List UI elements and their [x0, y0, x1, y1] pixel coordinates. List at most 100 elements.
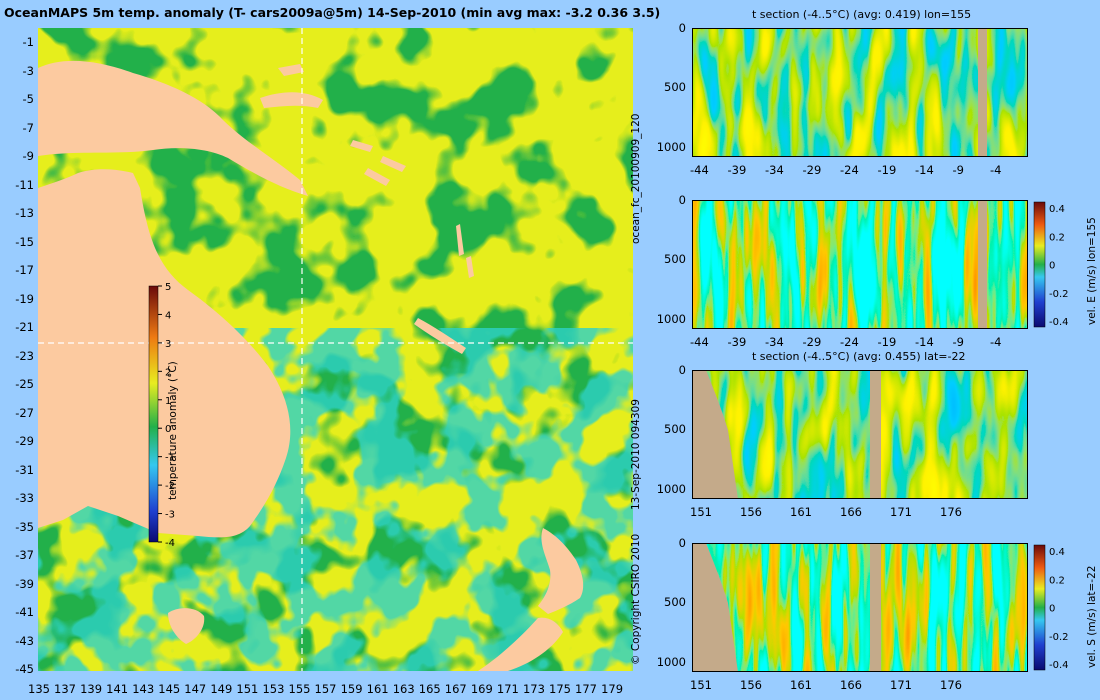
- latitude-label: -9: [22, 149, 34, 163]
- temperature-anomaly-map[interactable]: 5 4 3 2 1 0 -1 -2 -3 -4 temperature anomaly (°C): [38, 28, 633, 671]
- velocity-colorbar-label: vel. E (m/s) lon=155: [1086, 217, 1098, 325]
- land-mask: [978, 28, 987, 157]
- latitude-label: -43: [15, 633, 34, 648]
- new-zealand-north-island: [538, 528, 584, 614]
- longitude-label: 161: [366, 682, 389, 696]
- velocity-colorbar-tick-label: -0.2: [1049, 632, 1069, 643]
- latitude-label: -7: [22, 120, 34, 135]
- velocity-colorbar-tick-label: -0.4: [1049, 660, 1069, 671]
- copyright-label: © Copyright CSIRO 2010: [630, 533, 642, 665]
- longitude-label: 163: [392, 682, 415, 696]
- latitude-label: -33: [15, 491, 34, 505]
- latitude-label: -29: [15, 434, 34, 448]
- land-mask: [870, 543, 881, 672]
- longitude-label: 149: [210, 682, 233, 696]
- new-ireland: [278, 64, 304, 76]
- depth-tick-label: 500: [664, 422, 686, 437]
- vanuatu: [456, 224, 474, 278]
- latitude-label: -27: [15, 405, 34, 420]
- velocity-colorbar-tick-label: 0.2: [1049, 575, 1065, 586]
- x-tick-label: -29: [802, 163, 822, 177]
- depth-tick-label: 0: [678, 21, 686, 35]
- tasmania: [168, 608, 205, 644]
- x-tick-label: -29: [802, 335, 822, 349]
- map-colorbar-tick-label: 4: [165, 310, 171, 321]
- depth-tick-label: 0: [678, 193, 686, 207]
- map-colorbar-tick-label: 1: [165, 396, 171, 407]
- x-tick-label: -44: [690, 163, 709, 177]
- latitude-label: -23: [15, 348, 34, 363]
- x-tick-label: 171: [890, 505, 912, 519]
- section-plot[interactable]: [692, 370, 1028, 499]
- latitude-label: -19: [15, 291, 34, 306]
- x-tick-label: -4: [990, 163, 1002, 177]
- longitude-label: 173: [522, 682, 545, 696]
- velocity-colorbar: 0.4 0.2 0 -0.2 -0.4: [1033, 544, 1069, 671]
- longitude-label: 167: [444, 682, 467, 696]
- velocity-colorbar-tick-label: 0: [1049, 604, 1055, 615]
- map-colorbar: [148, 285, 159, 543]
- x-tick-label: 161: [790, 505, 812, 519]
- map-colorbar-tick-label: -4: [165, 538, 175, 549]
- x-tick-label: -24: [840, 335, 859, 349]
- new-britain: [260, 92, 323, 108]
- latitude-label: -15: [15, 234, 34, 249]
- land-mask: [692, 370, 738, 499]
- longitude-label: 177: [575, 682, 597, 696]
- map-colorbar-tick-label: -3: [165, 510, 175, 521]
- section-frame: [692, 28, 1028, 157]
- x-tick-label: -34: [765, 163, 784, 177]
- run-timestamp-label: 13-Sep-2010 094309: [630, 399, 642, 510]
- section-frame: [692, 200, 1028, 329]
- velocity-colorbar-tick-label: 0.4: [1049, 547, 1065, 558]
- new-caledonia: [414, 318, 466, 354]
- depth-tick-label: 0: [678, 363, 686, 377]
- new-guinea: [38, 60, 308, 196]
- section-plot[interactable]: [692, 28, 1028, 157]
- x-tick-label: -34: [765, 335, 784, 349]
- x-tick-label: -9: [952, 335, 964, 349]
- latitude-label: -17: [15, 263, 34, 277]
- section-title: t section (-4..5°C) (avg: 0.419) lon=155: [752, 8, 972, 21]
- x-tick-label: -24: [840, 163, 859, 177]
- section-plot[interactable]: [692, 543, 1028, 672]
- longitude-label: 165: [418, 682, 441, 696]
- longitude-label: 169: [470, 682, 493, 696]
- latitude-label: -5: [22, 92, 34, 106]
- map-colorbar-tick-label: 2: [165, 367, 171, 378]
- x-tick-label: -14: [915, 163, 934, 177]
- x-tick-label: -19: [877, 335, 897, 349]
- land-mask: [692, 543, 738, 672]
- land-mask: [978, 200, 987, 329]
- longitude-label: 153: [262, 682, 285, 696]
- section-field: [692, 200, 1028, 329]
- depth-tick-label: 1000: [656, 481, 686, 496]
- new-zealand-south-island: [478, 617, 563, 671]
- section-frame: [692, 543, 1028, 672]
- x-tick-label: -44: [690, 335, 709, 349]
- solomon-islands: [350, 140, 406, 186]
- x-tick-label: 156: [740, 505, 762, 519]
- longitude-label: 139: [80, 682, 103, 696]
- section-plot[interactable]: [692, 200, 1028, 329]
- section-frame: [692, 370, 1028, 499]
- map-colorbar-tick-label: 5: [165, 282, 171, 293]
- velocity-colorbar-tick-label: -0.4: [1049, 317, 1069, 328]
- longitude-label: 141: [106, 682, 129, 696]
- longitude-label: 175: [549, 682, 571, 696]
- longitude-label: 155: [288, 682, 311, 696]
- depth-tick-label: 1000: [656, 654, 686, 669]
- x-tick-label: -4: [990, 335, 1002, 349]
- map-colorbar-tick-label: -2: [165, 481, 175, 492]
- latitude-label: -13: [15, 206, 34, 220]
- run-id-label: ocean_fc_20100909_120: [630, 113, 642, 244]
- depth-tick-label: 500: [664, 595, 686, 610]
- section-title: t section (-4..5°C) (avg: 0.455) lat=-22: [752, 350, 966, 363]
- depth-tick-label: 0: [678, 536, 686, 550]
- longitude-label: 137: [54, 682, 76, 696]
- land-mask: [870, 370, 881, 499]
- x-tick-label: 176: [940, 678, 962, 692]
- x-tick-label: 151: [690, 678, 712, 692]
- longitude-label: 135: [28, 682, 50, 696]
- x-tick-label: -14: [915, 335, 934, 349]
